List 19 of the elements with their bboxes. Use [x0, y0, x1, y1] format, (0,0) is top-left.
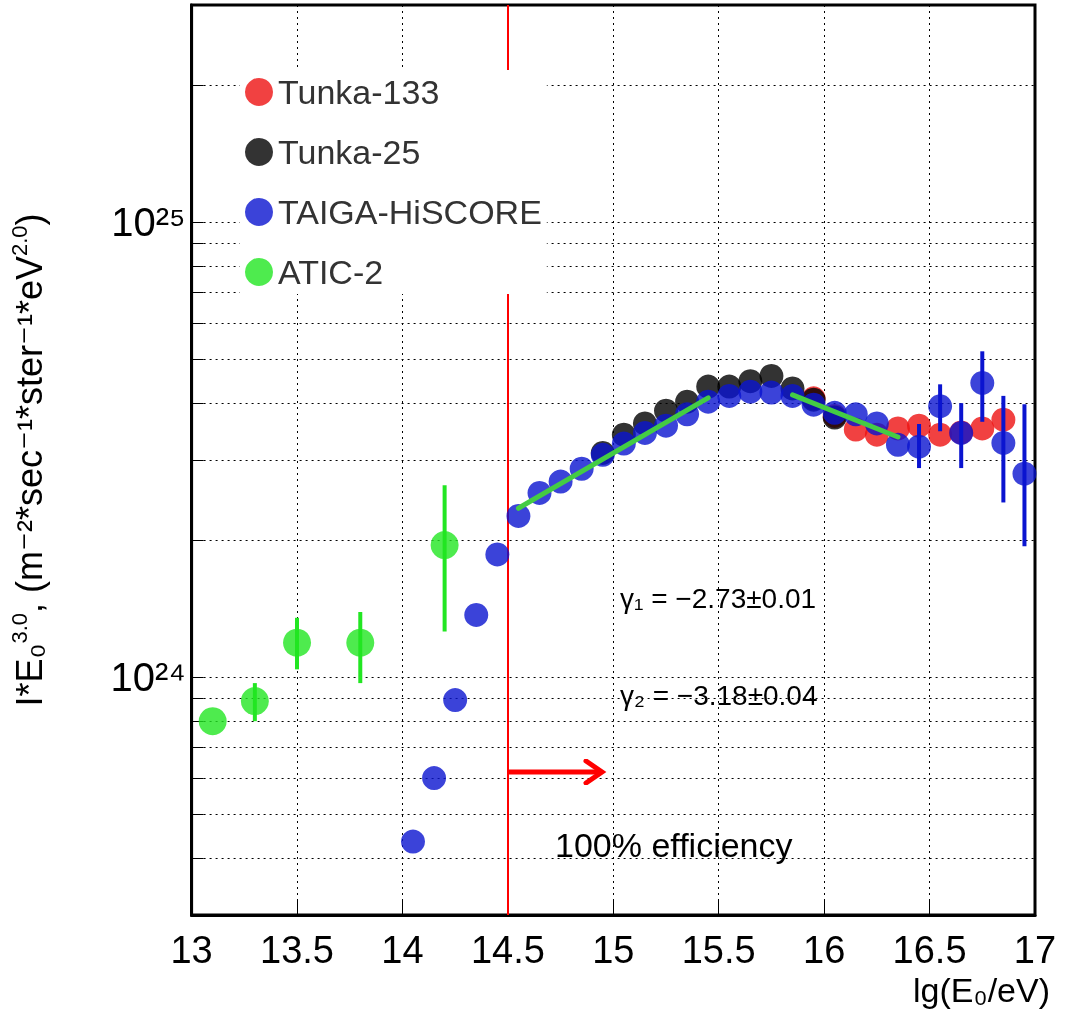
legend-label: TAIGA-HiSCORE	[278, 193, 542, 231]
x-tick-label: 16.5	[892, 929, 967, 971]
x-tick-label: 13.5	[260, 929, 335, 971]
y-axis-title: I*E₀3.0, (m⁻²*sec⁻¹*ster⁻¹*eV2.0)	[6, 213, 51, 707]
x-tick-label: 15	[592, 929, 635, 971]
y-tick-label: 10²⁵	[111, 200, 186, 245]
x-tick-label: 13	[170, 929, 213, 971]
x-axis-title: lg(E₀/eV)	[913, 971, 1050, 1009]
x-tick-label: 16	[803, 929, 846, 971]
x-tick-label: 17	[1013, 929, 1057, 971]
annotation: γ₁ = −2.73±0.01	[620, 582, 817, 614]
legend-label: Tunka-133	[278, 73, 440, 111]
y-tick-label: 10²⁴	[110, 655, 186, 700]
annotation: 100% efficiency	[555, 826, 793, 864]
x-tick-label: 14.5	[470, 929, 545, 971]
legend-label: ATIC-2	[278, 253, 384, 291]
legend-label: Tunka-25	[278, 133, 421, 171]
x-tick-label: 14	[381, 929, 424, 971]
x-tick-label: 15.5	[681, 929, 756, 971]
